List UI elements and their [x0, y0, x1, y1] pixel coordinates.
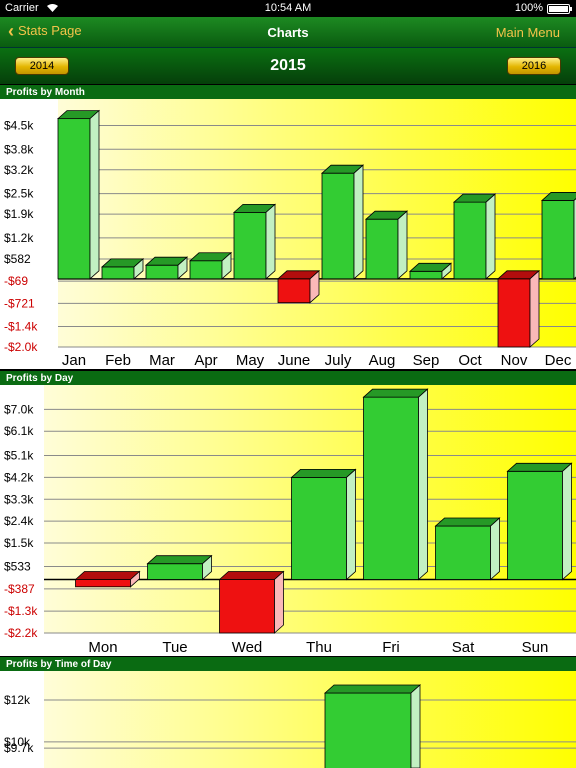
- bar-july: [320, 164, 365, 280]
- wifi-icon: [47, 4, 58, 12]
- battery-percent: 100%: [514, 2, 543, 14]
- x-tick-label: Oct: [458, 352, 482, 369]
- status-bar: Carrier 10:54 AM 100%: [0, 0, 576, 17]
- x-tick-label: Nov: [501, 352, 528, 369]
- y-tick-label: $4.2k: [4, 470, 34, 484]
- y-tick-label: $2.4k: [4, 514, 34, 528]
- bar-sep: [408, 262, 453, 280]
- year-selector: 2014 2015 2016: [0, 48, 576, 84]
- main-menu-button[interactable]: Main Menu: [495, 25, 560, 40]
- chart-title-month: Profits by Month: [0, 84, 576, 99]
- previous-year-button[interactable]: 2014: [15, 57, 69, 75]
- plot-area: [44, 671, 576, 768]
- y-tick-label: -$1.4k: [4, 320, 38, 334]
- bar-oct: [452, 193, 497, 280]
- bar-mon: [74, 570, 141, 588]
- bar-nov: [496, 269, 541, 348]
- y-tick-label: $10k: [4, 735, 31, 749]
- chart-profits-by-time-of-day: $12k $10k$9.7k $8.5k: [0, 671, 576, 768]
- x-tick-label: June: [278, 352, 311, 369]
- x-tick-label: Thu: [306, 639, 332, 656]
- carrier-label: Carrier: [5, 2, 39, 14]
- x-tick-label: Dec: [545, 352, 572, 369]
- bar-may: [232, 203, 277, 280]
- y-tick-label: $3.3k: [4, 492, 34, 506]
- navigation-bar: ‹ Stats Page Charts Main Menu: [0, 17, 576, 48]
- y-tick-label: $3.2k: [4, 163, 34, 177]
- page-title: Charts: [267, 25, 309, 40]
- x-tick-label: Sun: [522, 639, 549, 656]
- bar-fri: [362, 388, 429, 581]
- x-tick-label: Fri: [382, 639, 400, 656]
- y-tick-label: -$2.0k: [4, 340, 38, 354]
- y-tick-label: $4.5k: [4, 118, 34, 132]
- x-tick-label: July: [325, 352, 352, 369]
- bar-sat: [434, 517, 501, 581]
- y-tick-label: -$2.2k: [4, 626, 38, 640]
- bar-dec: [540, 192, 576, 280]
- x-tick-label: Jan: [62, 352, 86, 369]
- chevron-left-icon: ‹: [8, 20, 14, 41]
- x-tick-label: Aug: [369, 352, 396, 369]
- bar-june: [276, 269, 321, 304]
- month-chart-svg: $4.5k $3.8k $3.2k $2.5k $1.9k $1.2k $582 -$69 -$…: [0, 99, 576, 369]
- bar-wed: [218, 570, 285, 634]
- chart-profits-by-day: $7.0k $6.1k $5.1k $4.2k $3.3k $2.4k $1.5k $533 -…: [0, 385, 576, 656]
- bar-tue: [146, 554, 213, 581]
- next-year-button[interactable]: 2016: [507, 57, 561, 75]
- y-tick-label: -$1.3k: [4, 604, 38, 618]
- bar-apr: [188, 251, 233, 280]
- chart-title-day: Profits by Day: [0, 370, 576, 385]
- y-tick-label: $1.9k: [4, 207, 34, 221]
- bar-time-of-day: [323, 684, 422, 768]
- y-tick-label: $1.2k: [4, 231, 34, 245]
- y-tick-label: $2.5k: [4, 187, 34, 201]
- y-tick-label: -$387: [4, 582, 35, 596]
- chart-profits-by-month: $4.5k $3.8k $3.2k $2.5k $1.9k $1.2k $582 -$69 -$…: [0, 99, 576, 369]
- x-tick-label: Mar: [149, 352, 175, 369]
- y-tick-label: $9.7k: [4, 741, 34, 755]
- y-tick-label: $8.5k: [4, 766, 34, 768]
- bar-thu: [290, 468, 357, 581]
- x-tick-label: Tue: [162, 639, 187, 656]
- bar-feb: [100, 258, 145, 280]
- y-tick-label: $6.1k: [4, 424, 34, 438]
- current-year: 2015: [270, 57, 306, 74]
- y-tick-label: $1.5k: [4, 536, 34, 550]
- battery-icon: [547, 4, 572, 14]
- y-tick-label: $582: [4, 252, 31, 266]
- day-chart-svg: $7.0k $6.1k $5.1k $4.2k $3.3k $2.4k $1.5k $533 -…: [0, 385, 576, 656]
- x-tick-label: Sat: [452, 639, 475, 656]
- bar-mar: [144, 256, 189, 280]
- y-tick-label: -$721: [4, 296, 35, 310]
- chart-title-time-of-day: Profits by Time of Day: [0, 656, 576, 671]
- y-tick-label: $12k: [4, 693, 31, 707]
- bar-aug: [364, 210, 409, 280]
- y-tick-label: $5.1k: [4, 449, 34, 463]
- y-tick-label: $7.0k: [4, 402, 34, 416]
- y-tick-label: $533: [4, 560, 31, 574]
- x-tick-label: Sep: [413, 352, 440, 369]
- back-button[interactable]: ‹ Stats Page: [8, 20, 82, 41]
- x-tick-label: Wed: [232, 639, 263, 656]
- x-tick-label: Feb: [105, 352, 131, 369]
- bar-sun: [506, 462, 573, 581]
- back-button-label: Stats Page: [18, 23, 82, 38]
- x-tick-label: May: [236, 352, 265, 369]
- time-of-day-chart-svg: $12k $10k$9.7k $8.5k: [0, 671, 576, 768]
- y-tick-label: $3.8k: [4, 142, 34, 156]
- y-tick-label: -$69: [4, 274, 28, 288]
- clock: 10:54 AM: [264, 2, 312, 14]
- x-tick-label: Apr: [194, 352, 217, 369]
- x-tick-label: Mon: [88, 639, 117, 656]
- bar-jan: [56, 109, 101, 280]
